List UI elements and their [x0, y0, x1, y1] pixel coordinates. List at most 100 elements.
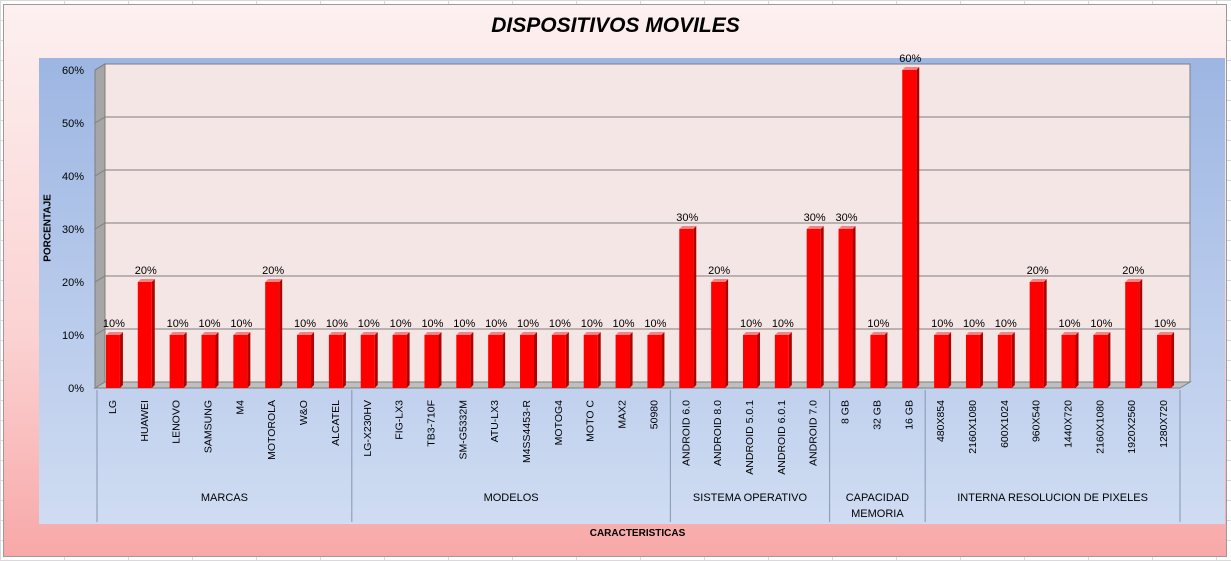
bar-side[interactable] — [534, 332, 538, 388]
bar-side[interactable] — [661, 332, 665, 388]
bar-side[interactable] — [916, 67, 920, 388]
bar-top[interactable] — [1061, 332, 1079, 335]
bar-top[interactable] — [1093, 332, 1111, 335]
bar-top[interactable] — [392, 332, 410, 335]
bar-top[interactable] — [583, 332, 601, 335]
bar[interactable] — [774, 335, 789, 388]
bar-top[interactable] — [137, 279, 155, 282]
bar-side[interactable] — [215, 332, 219, 388]
bar-side[interactable] — [342, 332, 346, 388]
bar-side[interactable] — [247, 332, 251, 388]
bar-top[interactable] — [965, 332, 983, 335]
bar-side[interactable] — [725, 279, 729, 388]
bar-top[interactable] — [328, 332, 346, 335]
bar[interactable] — [838, 229, 853, 388]
bar[interactable] — [328, 335, 343, 388]
bar-side[interactable] — [119, 332, 123, 388]
bar[interactable] — [520, 335, 535, 388]
bar-top[interactable] — [456, 332, 474, 335]
bar[interactable] — [997, 335, 1012, 388]
bar[interactable] — [1157, 335, 1172, 388]
bar-side[interactable] — [884, 332, 888, 388]
bar-top[interactable] — [1157, 332, 1175, 335]
bar-top[interactable] — [902, 67, 920, 70]
bar[interactable] — [1029, 282, 1044, 388]
bar-side[interactable] — [374, 332, 378, 388]
bar-top[interactable] — [838, 226, 856, 229]
bar-top[interactable] — [169, 332, 187, 335]
bar-side[interactable] — [565, 332, 569, 388]
bar-side[interactable] — [311, 332, 315, 388]
bar[interactable] — [551, 335, 566, 388]
bar[interactable] — [1125, 282, 1140, 388]
bar-top[interactable] — [711, 279, 729, 282]
bar-top[interactable] — [870, 332, 888, 335]
bar-top[interactable] — [1029, 279, 1047, 282]
bar-side[interactable] — [151, 279, 155, 388]
bar-side[interactable] — [979, 332, 983, 388]
bar-top[interactable] — [615, 332, 633, 335]
bar[interactable] — [615, 335, 630, 388]
bar-top[interactable] — [679, 226, 697, 229]
bar[interactable] — [488, 335, 503, 388]
bar[interactable] — [742, 335, 757, 388]
bar-side[interactable] — [948, 332, 952, 388]
bar-top[interactable] — [806, 226, 824, 229]
bar[interactable] — [806, 229, 821, 388]
bar-top[interactable] — [742, 332, 760, 335]
bar-top[interactable] — [520, 332, 538, 335]
bar-side[interactable] — [1043, 279, 1047, 388]
bar-side[interactable] — [1011, 332, 1015, 388]
bar-side[interactable] — [1139, 279, 1143, 388]
bar-top[interactable] — [997, 332, 1015, 335]
bar[interactable] — [1061, 335, 1076, 388]
bar-side[interactable] — [279, 279, 283, 388]
bar[interactable] — [105, 335, 120, 388]
bar[interactable] — [297, 335, 312, 388]
bar-top[interactable] — [1125, 279, 1143, 282]
bar[interactable] — [1093, 335, 1108, 388]
bar[interactable] — [870, 335, 885, 388]
bar-side[interactable] — [1171, 332, 1175, 388]
bar-top[interactable] — [360, 332, 378, 335]
bar-side[interactable] — [693, 226, 697, 388]
bar[interactable] — [392, 335, 407, 388]
bar-top[interactable] — [647, 332, 665, 335]
bar-side[interactable] — [820, 226, 824, 388]
bar-side[interactable] — [597, 332, 601, 388]
bar-side[interactable] — [183, 332, 187, 388]
bar[interactable] — [965, 335, 980, 388]
bar-top[interactable] — [774, 332, 792, 335]
bar-top[interactable] — [934, 332, 952, 335]
bar-top[interactable] — [105, 332, 123, 335]
bar[interactable] — [424, 335, 439, 388]
bar[interactable] — [456, 335, 471, 388]
bar-side[interactable] — [756, 332, 760, 388]
bar-side[interactable] — [852, 226, 856, 388]
bar[interactable] — [902, 70, 917, 388]
bar-top[interactable] — [265, 279, 283, 282]
bar[interactable] — [583, 335, 598, 388]
bar[interactable] — [169, 335, 184, 388]
bar-side[interactable] — [1075, 332, 1079, 388]
bar-top[interactable] — [424, 332, 442, 335]
bar-side[interactable] — [470, 332, 474, 388]
bar-top[interactable] — [488, 332, 506, 335]
bar[interactable] — [679, 229, 694, 388]
bar[interactable] — [647, 335, 662, 388]
bar[interactable] — [711, 282, 726, 388]
bar-top[interactable] — [233, 332, 251, 335]
bar-top[interactable] — [297, 332, 315, 335]
bar-side[interactable] — [502, 332, 506, 388]
bar[interactable] — [360, 335, 375, 388]
bar[interactable] — [265, 282, 280, 388]
bar-top[interactable] — [201, 332, 219, 335]
bar[interactable] — [201, 335, 216, 388]
bar[interactable] — [137, 282, 152, 388]
bar-side[interactable] — [406, 332, 410, 388]
bar-side[interactable] — [1107, 332, 1111, 388]
bar-side[interactable] — [438, 332, 442, 388]
bar-side[interactable] — [788, 332, 792, 388]
bar[interactable] — [233, 335, 248, 388]
bar[interactable] — [934, 335, 949, 388]
